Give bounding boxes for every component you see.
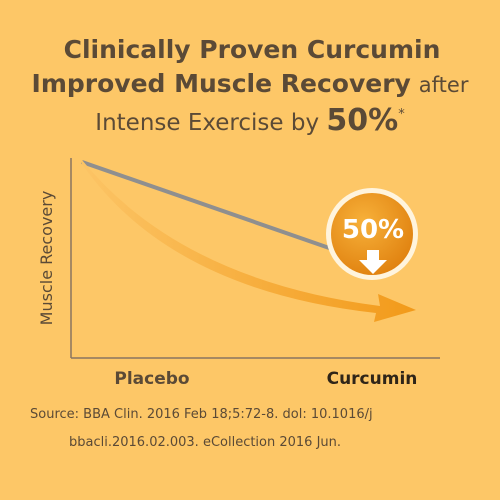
x-label: Curcumin	[327, 369, 418, 389]
source-line: bbacli.2016.02.003. eCollection 2016 Jun…	[69, 435, 341, 450]
source-line: Source: BBA Clin. 2016 Feb 18;5:72-8. do…	[30, 407, 373, 422]
curcumin-arrow	[82, 160, 416, 322]
title-line: Intense Exercise by 50%*	[95, 103, 405, 138]
title-line: Improved Muscle Recovery after	[32, 69, 469, 98]
placebo-line	[81, 160, 336, 252]
badge-text: 50%	[342, 215, 404, 245]
title-emphasis: 50%	[326, 103, 398, 138]
title-text: after	[419, 73, 469, 97]
title-mark: *	[398, 107, 405, 122]
y-axis-label: Muscle Recovery	[37, 191, 56, 326]
title-text: Improved Muscle Recovery	[32, 69, 411, 98]
badge	[331, 193, 413, 275]
badge-arrow	[359, 250, 387, 274]
title-line: Clinically Proven Curcumin	[64, 35, 441, 64]
title-text: Intense Exercise by	[95, 110, 319, 136]
x-label: Placebo	[114, 369, 189, 389]
